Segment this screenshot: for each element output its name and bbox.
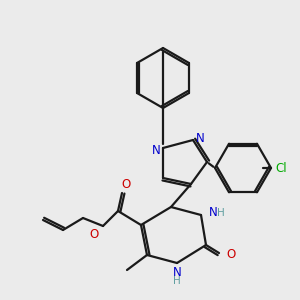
Text: H: H xyxy=(217,208,225,218)
Text: N: N xyxy=(172,266,182,280)
Text: H: H xyxy=(173,276,181,286)
Text: N: N xyxy=(196,131,204,145)
Text: N: N xyxy=(208,206,217,220)
Text: O: O xyxy=(89,229,99,242)
Text: Cl: Cl xyxy=(275,161,286,175)
Text: N: N xyxy=(152,143,160,157)
Text: O: O xyxy=(226,248,236,262)
Text: O: O xyxy=(122,178,130,191)
